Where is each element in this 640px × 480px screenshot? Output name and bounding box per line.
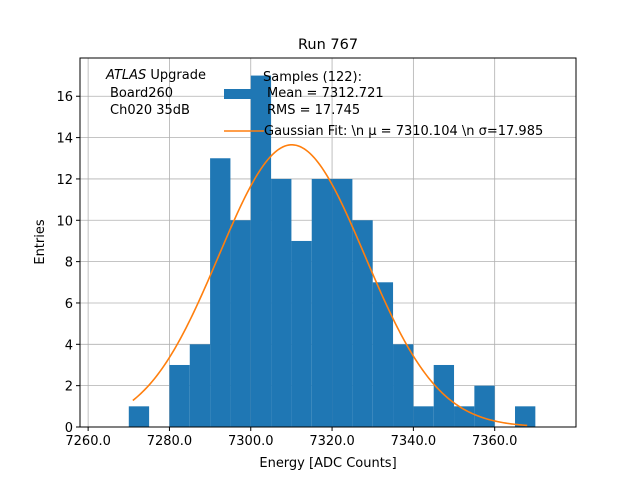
y-tick-label: 14 — [56, 132, 73, 147]
histogram-bar — [352, 220, 373, 427]
histogram-bar — [515, 406, 536, 427]
y-tick-label: 2 — [65, 380, 73, 395]
annotation-line-2: Board260 — [110, 86, 173, 101]
gaussian-fit-curve — [132, 144, 528, 427]
x-tick-label: 7320.0 — [309, 434, 355, 449]
experiment-annotation: ATLAS Upgrade Board260 Ch020 35dB — [105, 68, 206, 118]
x-tick-label: 7280.0 — [147, 434, 193, 449]
histogram-bar — [372, 282, 394, 427]
histogram-bar — [311, 178, 333, 427]
y-axis-ticks: 0 2 4 6 8 10 12 14 16 — [56, 90, 80, 436]
histogram-bar — [128, 406, 150, 427]
x-tick-label: 7300.0 — [228, 434, 274, 449]
y-tick-label: 16 — [56, 90, 73, 105]
histogram-bar — [230, 220, 251, 427]
x-axis-label: Energy [ADC Counts] — [259, 456, 396, 471]
y-tick-label: 4 — [65, 338, 73, 353]
y-axis-label: Entries — [33, 219, 48, 265]
histogram-bar — [271, 178, 292, 427]
legend-samples-line-2: Mean = 7312.721 — [267, 86, 384, 101]
chart-title: Run 767 — [298, 37, 358, 53]
plot-frame — [79, 57, 577, 428]
y-tick-label: 8 — [65, 256, 73, 271]
histogram-bar — [210, 158, 231, 427]
histogram-bar — [393, 344, 414, 427]
annotation-upgrade-word: Upgrade — [146, 68, 206, 83]
x-tick-label: 7360.0 — [472, 434, 518, 449]
histogram-bar — [291, 240, 312, 427]
annotation-line-1: ATLAS Upgrade — [105, 68, 206, 83]
legend-fit-label: Gaussian Fit: \n μ = 7310.104 \n σ=17.98… — [264, 124, 543, 139]
histogram-bars — [128, 75, 536, 428]
histogram-bar — [433, 364, 455, 427]
y-tick-label: 0 — [65, 421, 73, 436]
x-tick-label: 7340.0 — [391, 434, 437, 449]
x-axis-ticks: 7260.0 7280.0 7300.0 7320.0 7340.0 7360.0 — [65, 427, 517, 449]
histogram-bar — [169, 364, 190, 427]
x-tick-label: 7260.0 — [65, 434, 111, 449]
annotation-line-3: Ch020 35dB — [110, 103, 190, 118]
legend-samples-swatch — [224, 89, 264, 99]
histogram-bar — [250, 75, 272, 428]
y-tick-label: 12 — [56, 173, 73, 188]
legend-samples-line-1: Samples (122): — [263, 70, 362, 85]
histogram-bar — [413, 406, 434, 427]
annotation-atlas-word: ATLAS — [105, 68, 146, 83]
legend-samples-line-3: RMS = 17.745 — [267, 103, 360, 118]
histogram-bar — [189, 344, 211, 427]
y-tick-label: 6 — [65, 297, 73, 312]
legend: Samples (122): Mean = 7312.721 RMS = 17.… — [224, 70, 543, 139]
histogram-bar — [332, 178, 353, 427]
y-tick-label: 10 — [56, 214, 73, 229]
